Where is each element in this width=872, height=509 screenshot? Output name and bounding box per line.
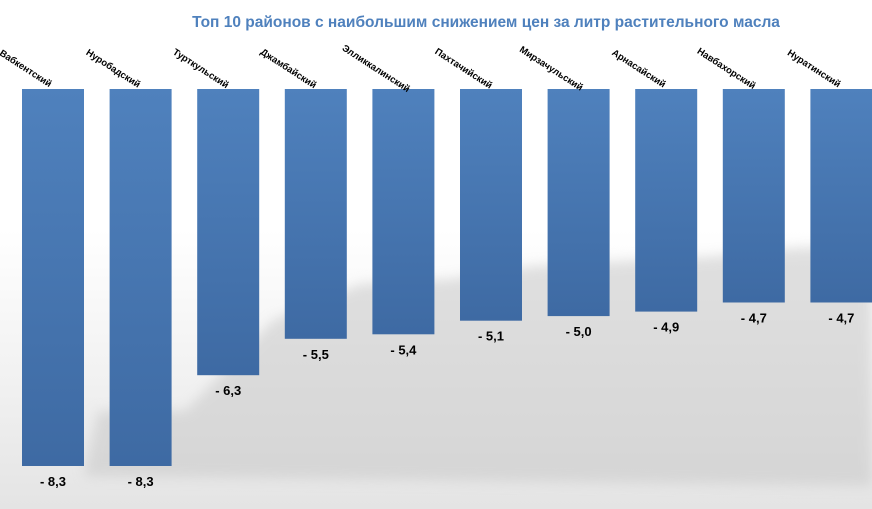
category-label-4: Джамбайский — [258, 47, 318, 91]
category-labels: Вабкентский Нуробадский Турткульский Джамба… — [0, 43, 842, 95]
bar-8 — [635, 89, 698, 312]
category-label-2: Нуробадский — [84, 47, 142, 90]
bar-7 — [547, 89, 610, 317]
bar-1 — [22, 89, 84, 466]
value-label-10: - 4,7 — [828, 311, 854, 326]
category-label-3: Турткульский — [171, 47, 231, 91]
bar-4 — [284, 89, 347, 339]
bar-2 — [109, 89, 172, 466]
value-label-7: - 5,0 — [566, 324, 592, 339]
value-label-8: - 4,9 — [653, 320, 679, 335]
category-label-5: Элликкалинский — [340, 43, 412, 95]
category-label-10: Нуратинский — [785, 48, 842, 91]
bar-3 — [197, 89, 260, 376]
value-label-6: - 5,1 — [478, 329, 504, 344]
bar-6 — [460, 89, 522, 321]
value-label-3: - 6,3 — [215, 383, 241, 398]
value-label-5: - 5,4 — [390, 342, 417, 357]
chart-title: Топ 10 районов с наибольшим снижением це… — [192, 14, 780, 31]
value-label-4: - 5,5 — [303, 347, 329, 362]
value-label-9: - 4,7 — [741, 311, 767, 326]
value-label-1: - 8,3 — [40, 474, 66, 489]
bar-9 — [722, 89, 785, 303]
category-label-8: Арнасайский — [610, 47, 668, 90]
bars-layer — [22, 89, 872, 466]
category-label-6: Пахтачийский — [433, 46, 494, 91]
category-label-9: Навбахорский — [695, 46, 758, 92]
value-labels: - 8,3 - 8,3 - 6,3 - 5,5 - 5,4 - 5,1 - 5,0 - 4,9… — [40, 311, 854, 490]
category-label-7: Мирзачульский — [517, 44, 585, 93]
value-label-2: - 8,3 — [128, 474, 154, 489]
category-label-1: Вабкентский — [0, 48, 54, 90]
bar-5 — [372, 89, 435, 335]
bar-10 — [810, 89, 872, 303]
